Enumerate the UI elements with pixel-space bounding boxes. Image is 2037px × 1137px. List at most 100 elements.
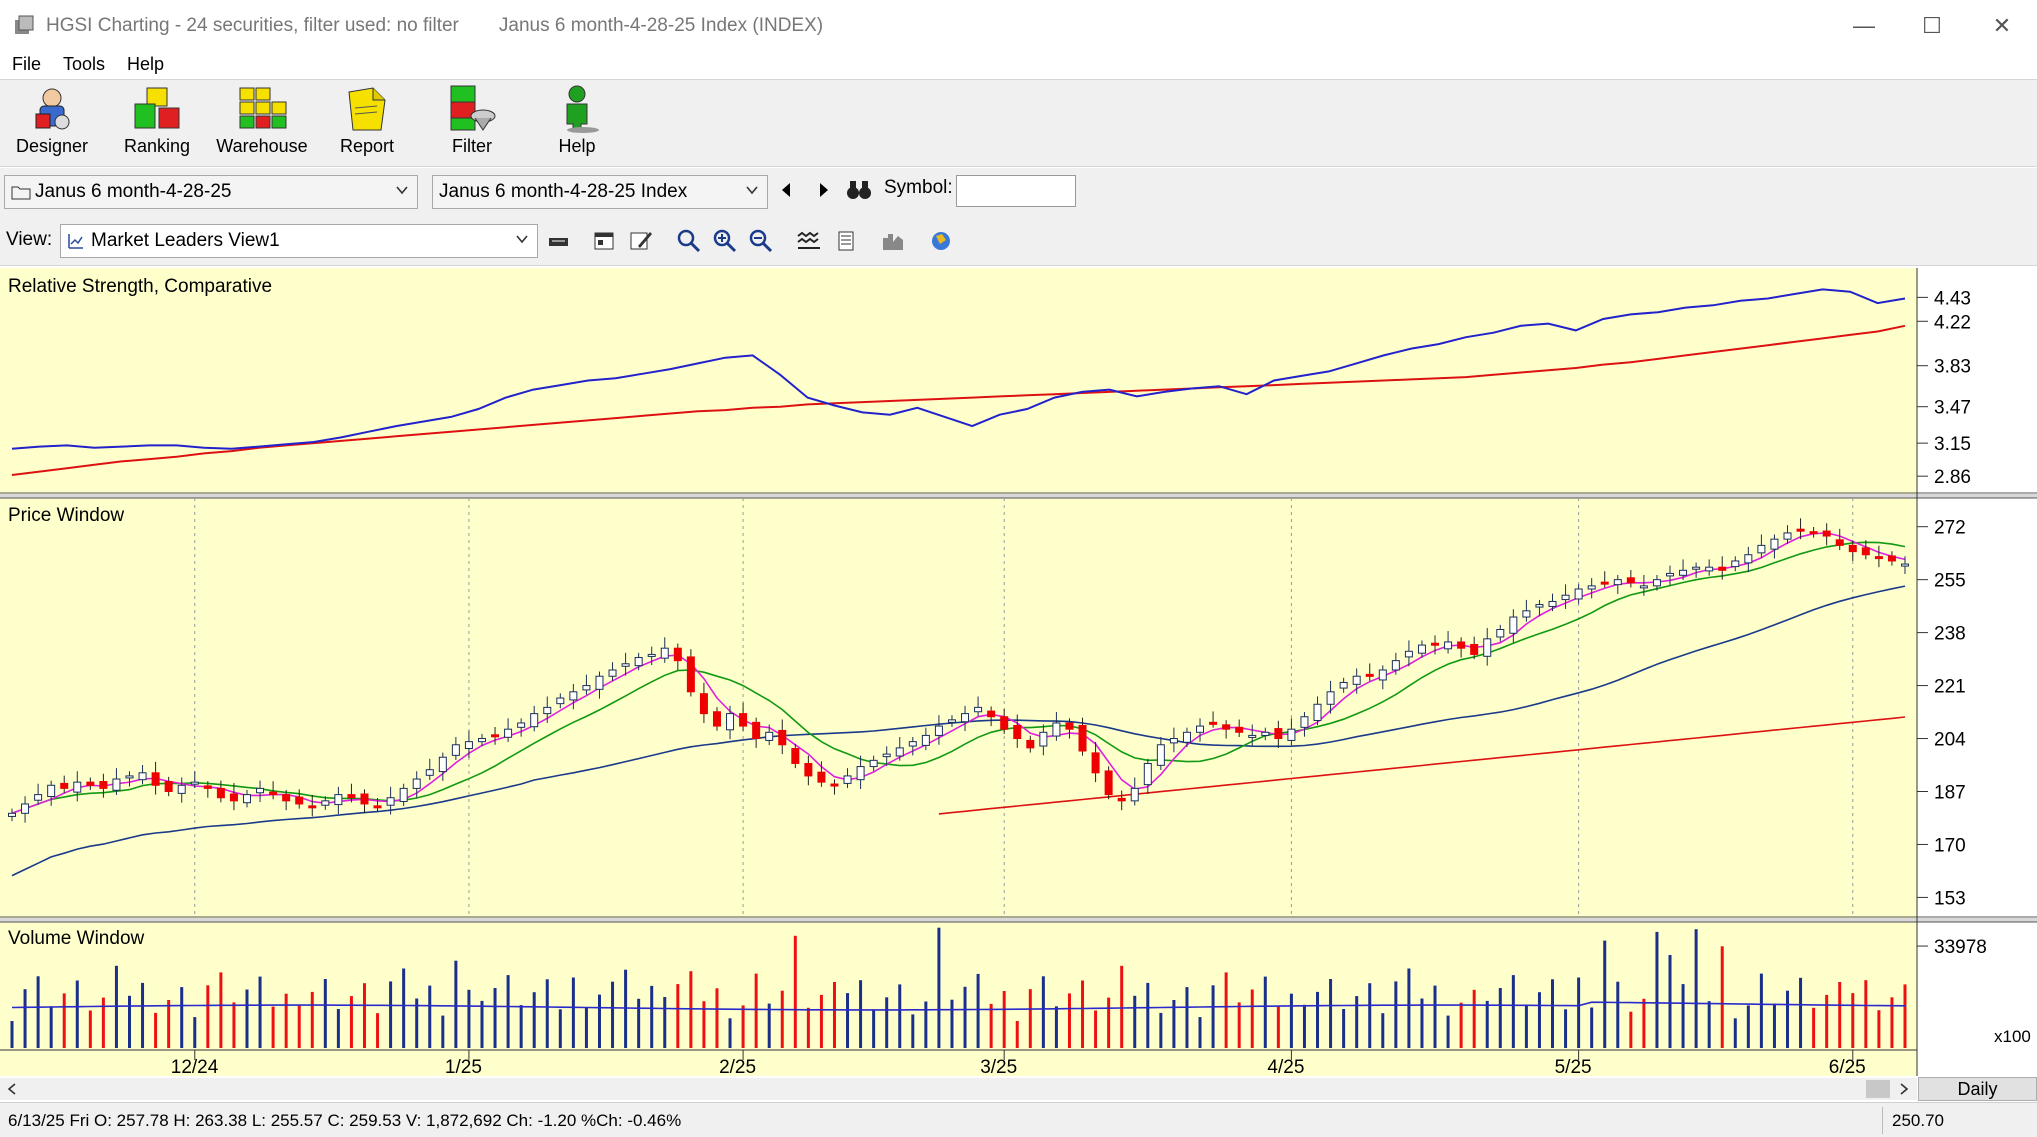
candle-down	[491, 734, 500, 738]
candle-up	[621, 663, 630, 667]
price-axis-label: 272	[1934, 518, 1966, 539]
horizontal-scrollbar[interactable]	[0, 1078, 1917, 1100]
rs-axis-label: 3.47	[1934, 398, 1971, 419]
scroll-thumb[interactable]	[1866, 1080, 1890, 1098]
close-button[interactable]: ✕	[1992, 13, 2012, 38]
properties-icon[interactable]	[592, 228, 618, 254]
scroll-right-icon[interactable]	[1898, 1082, 1910, 1096]
menu-file[interactable]: File	[12, 53, 42, 74]
candle-down	[347, 794, 356, 799]
security-combo-value: Janus 6 month-4-28-25 Index	[439, 181, 688, 202]
indicators-icon[interactable]	[796, 228, 822, 254]
price-volume-divider[interactable]	[0, 918, 2037, 922]
volume-bar-down	[1864, 980, 1868, 1048]
volume-bar-up	[950, 999, 954, 1048]
menu-tools[interactable]: Tools	[63, 53, 106, 74]
volume-bar-down	[832, 982, 836, 1048]
ranking-button[interactable]: Ranking	[107, 84, 207, 164]
candle-up	[1783, 532, 1792, 540]
candle-down	[229, 793, 238, 802]
volume-bar-up	[180, 987, 184, 1048]
designer-label: Designer	[15, 136, 89, 156]
minimize-button[interactable]: —	[1853, 13, 1875, 38]
maximize-button[interactable]: ☐	[1922, 13, 1942, 38]
volume-bar-up	[1498, 988, 1502, 1048]
designer-button[interactable]: Designer	[2, 84, 102, 164]
next-security-icon[interactable]	[816, 180, 832, 200]
volume-bar-down	[754, 973, 758, 1048]
volume-bar-down	[1838, 982, 1842, 1048]
candle-down	[203, 785, 212, 789]
candle-up	[177, 784, 186, 794]
scroll-left-icon[interactable]	[6, 1082, 18, 1096]
chart-area: Relative Strength, Comparative Price Win…	[0, 268, 2037, 1076]
rs-axis-label: 3.15	[1934, 434, 1971, 455]
symbol-label: Symbol:	[884, 177, 953, 198]
candle-down	[1848, 544, 1857, 553]
volume-bar-up	[637, 998, 641, 1048]
symbol-input[interactable]	[956, 175, 1076, 207]
candle-up	[1169, 738, 1178, 744]
volume-bar-down	[232, 1002, 236, 1048]
menu-help[interactable]: Help	[127, 53, 165, 74]
price-axis-label: 170	[1934, 835, 1966, 856]
previous-security-icon[interactable]	[778, 180, 794, 200]
view-combo-value: Market Leaders View1	[91, 230, 280, 251]
window-subtitle: Janus 6 month-4-28-25 Index (INDEX)	[498, 15, 824, 36]
chart-canvas[interactable]: Relative Strength, Comparative Price Win…	[0, 268, 2037, 1076]
zoom-in-icon[interactable]	[712, 228, 738, 254]
folder-combo[interactable]: Janus 6 month-4-28-25	[4, 175, 418, 209]
volume-bar-down	[806, 1007, 810, 1048]
candle-up	[1196, 725, 1205, 733]
candle-up	[1052, 722, 1061, 737]
rs-axis-label: 4.43	[1934, 288, 1971, 309]
volume-bar-up	[976, 973, 980, 1048]
volume-bar-down	[1903, 984, 1907, 1048]
price-axis-label: 221	[1934, 677, 1966, 698]
candle-up	[1248, 734, 1257, 738]
candle-up	[856, 766, 865, 781]
data-table-icon[interactable]	[834, 228, 860, 254]
candle-down	[778, 729, 787, 746]
candle-down	[282, 794, 291, 802]
chevron-down-icon	[516, 235, 528, 244]
volume-bar-down	[297, 1004, 301, 1048]
volume-bar-up	[1146, 982, 1150, 1048]
security-combo[interactable]: Janus 6 month-4-28-25 Index	[432, 175, 768, 209]
globe-icon[interactable]	[928, 228, 954, 254]
candle-down	[712, 711, 721, 727]
window-title: HGSI Charting - 24 securities, filter us…	[46, 15, 459, 36]
rs-price-divider[interactable]	[0, 494, 2037, 498]
warehouse-button[interactable]: Warehouse	[212, 84, 312, 164]
chart-type-icon[interactable]	[880, 228, 906, 254]
candle-up	[1757, 544, 1766, 554]
volume-bar-down	[1459, 1002, 1463, 1048]
report-button[interactable]: Report	[317, 84, 417, 164]
binoculars-icon[interactable]	[846, 178, 872, 202]
zoom-out-icon[interactable]	[748, 228, 774, 254]
zoom-icon[interactable]	[676, 228, 702, 254]
candle-down	[1222, 724, 1231, 730]
save-view-icon[interactable]	[546, 228, 572, 254]
chart-view-icon	[68, 234, 83, 249]
volume-bar-up	[1342, 1009, 1346, 1048]
volume-bar-down	[219, 972, 223, 1048]
plot-background	[0, 268, 1917, 1076]
edit-view-icon[interactable]	[628, 228, 654, 254]
candle-up	[190, 781, 199, 785]
month-label: 5/25	[1555, 1057, 1592, 1076]
volume-bar-up	[480, 1000, 484, 1048]
candle-up	[1326, 691, 1335, 705]
view-combo[interactable]: Market Leaders View1	[60, 224, 538, 258]
filter-button[interactable]: Filter	[422, 84, 522, 164]
candle-down	[1104, 770, 1113, 796]
ranking-label: Ranking	[123, 136, 191, 156]
periodicity-button[interactable]: Daily	[1918, 1077, 2037, 1101]
volume-bar-down	[1081, 980, 1085, 1048]
candle-down	[1000, 716, 1009, 730]
volume-bar-up	[493, 988, 497, 1048]
help-button[interactable]: Help	[527, 84, 627, 164]
candle-down	[830, 783, 839, 787]
candle-down	[308, 805, 317, 809]
volume-average-line	[11, 1001, 1906, 1011]
